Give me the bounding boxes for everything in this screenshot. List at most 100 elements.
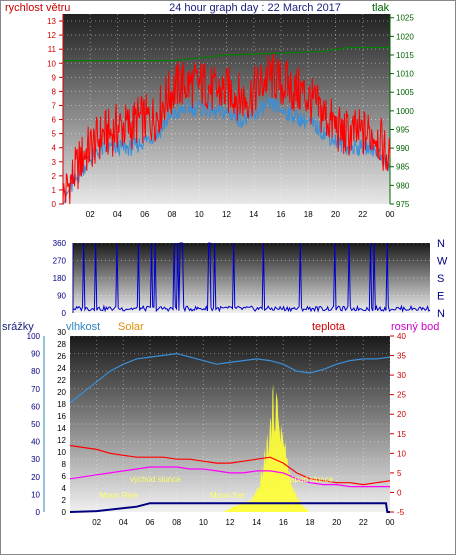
direction-tick-label: 360	[53, 239, 67, 248]
temperature-tick-label: 35	[397, 352, 406, 361]
pressure-tick-label: 1020	[396, 32, 414, 41]
temperature-tick-label: 10	[397, 449, 406, 458]
time-tick-label: 14	[252, 518, 261, 527]
temperature-tick-label: 30	[397, 371, 406, 380]
rain-tick-label: 90	[31, 350, 40, 359]
moon-set-label: Moon Set	[210, 491, 245, 500]
temperature-tick-label: -5	[397, 508, 405, 517]
time-tick-label: 10	[195, 210, 204, 219]
time-tick-label: 00	[386, 210, 395, 219]
pressure-tick-label: 990	[396, 144, 410, 153]
time-tick-label: 18	[306, 518, 315, 527]
rain-tick-label: 70	[31, 385, 40, 394]
wind-tick-label: 8	[52, 87, 57, 96]
time-tick-label: 12	[226, 518, 235, 527]
time-tick-label: 20	[331, 210, 340, 219]
direction-tick-label: 180	[53, 274, 67, 283]
humidity-tick-label: 20	[57, 388, 66, 397]
time-tick-label: 08	[168, 210, 177, 219]
time-tick-label: 04	[113, 210, 122, 219]
humidity-axis-title: vlhkost	[66, 321, 100, 333]
sunrise-label: východ slunce	[130, 475, 181, 484]
rain-tick-label: 100	[27, 332, 41, 341]
wind-tick-label: 9	[52, 73, 57, 82]
wind-tick-label: 7	[52, 101, 57, 110]
rain-tick-label: 20	[31, 473, 40, 482]
temperature-tick-label: 25	[397, 391, 406, 400]
time-tick-label: 14	[249, 210, 258, 219]
compass-label: S	[437, 273, 444, 285]
series-humidity	[69, 352, 391, 404]
series-dewpoint	[69, 466, 390, 488]
humidity-tick-label: 8	[62, 460, 67, 469]
pressure-tick-label: 995	[396, 125, 410, 134]
solar-axis-title: Solar	[118, 321, 144, 333]
time-tick-label: 06	[146, 518, 155, 527]
pressure-tick-label: 1015	[396, 51, 414, 60]
pressure-tick-label: 975	[396, 200, 410, 209]
temperature-tick-label: 40	[397, 332, 406, 341]
direction-tick-label: 90	[57, 292, 66, 301]
compass-label: N	[437, 238, 445, 250]
humidity-tick-label: 4	[62, 484, 67, 493]
humidity-tick-label: 6	[62, 472, 67, 481]
compass-label: N	[437, 308, 445, 320]
compass-label: E	[437, 291, 444, 303]
time-tick-label: 22	[359, 518, 368, 527]
rain-tick-label: 30	[31, 455, 40, 464]
rain-axis-title: srážky	[2, 321, 34, 333]
pressure-tick-label: 1010	[396, 70, 414, 79]
time-tick-label: 04	[119, 518, 128, 527]
series-solar	[223, 383, 310, 512]
rain-tick-label: 0	[36, 508, 41, 517]
temperature-tick-label: 5	[397, 469, 402, 478]
rain-tick-label: 60	[31, 402, 40, 411]
temperature-tick-label: 0	[397, 488, 402, 497]
pressure-tick-label: 985	[396, 163, 410, 172]
time-tick-label: 20	[332, 518, 341, 527]
wind-tick-label: 12	[47, 31, 56, 40]
wind-tick-label: 0	[52, 200, 57, 209]
wind-axis-title: rychlost větru	[5, 2, 70, 14]
wind-tick-label: 6	[52, 116, 57, 125]
time-tick-label: 02	[86, 210, 95, 219]
humidity-tick-label: 16	[57, 412, 66, 421]
time-tick-label: 08	[172, 518, 181, 527]
wind-tick-label: 11	[48, 45, 57, 54]
humidity-tick-label: 12	[57, 436, 66, 445]
humidity-tick-label: 10	[57, 448, 66, 457]
pressure-axis-title: tlak	[372, 2, 390, 14]
humidity-tick-label: 18	[57, 400, 66, 409]
panel-wind-direction	[73, 243, 430, 313]
wind-tick-label: 13	[47, 17, 56, 26]
series-rain	[69, 502, 390, 513]
pressure-tick-label: 1000	[396, 107, 414, 116]
time-tick-label: 22	[358, 210, 367, 219]
moon-rise-label: Moon Rise	[99, 491, 138, 500]
pressure-tick-label: 1025	[396, 14, 414, 23]
pressure-tick-label: 980	[396, 181, 410, 190]
humidity-tick-label: 24	[57, 364, 66, 373]
wind-tick-label: 3	[52, 158, 57, 167]
wind-tick-label: 2	[52, 172, 57, 181]
time-tick-label: 10	[199, 518, 208, 527]
humidity-tick-label: 28	[57, 340, 66, 349]
humidity-tick-label: 26	[57, 352, 66, 361]
time-tick-label: 16	[279, 518, 288, 527]
wind-tick-label: 5	[52, 130, 57, 139]
time-tick-label: 06	[140, 210, 149, 219]
wind-tick-label: 1	[52, 186, 57, 195]
pressure-tick-label: 1005	[396, 88, 414, 97]
temperature-tick-label: 20	[397, 410, 406, 419]
sunset-label: západ slunce	[286, 475, 334, 484]
time-tick-label: 12	[222, 210, 231, 219]
series-pressure	[63, 46, 390, 62]
temperature-tick-label: 15	[397, 430, 406, 439]
wind-tick-label: 10	[47, 59, 56, 68]
temperature-axis-title: teplota	[312, 321, 346, 333]
rain-tick-label: 10	[31, 490, 40, 499]
series-wind-direction	[72, 242, 431, 313]
time-tick-label: 18	[304, 210, 313, 219]
time-tick-label: 16	[277, 210, 286, 219]
humidity-tick-label: 2	[62, 496, 67, 505]
